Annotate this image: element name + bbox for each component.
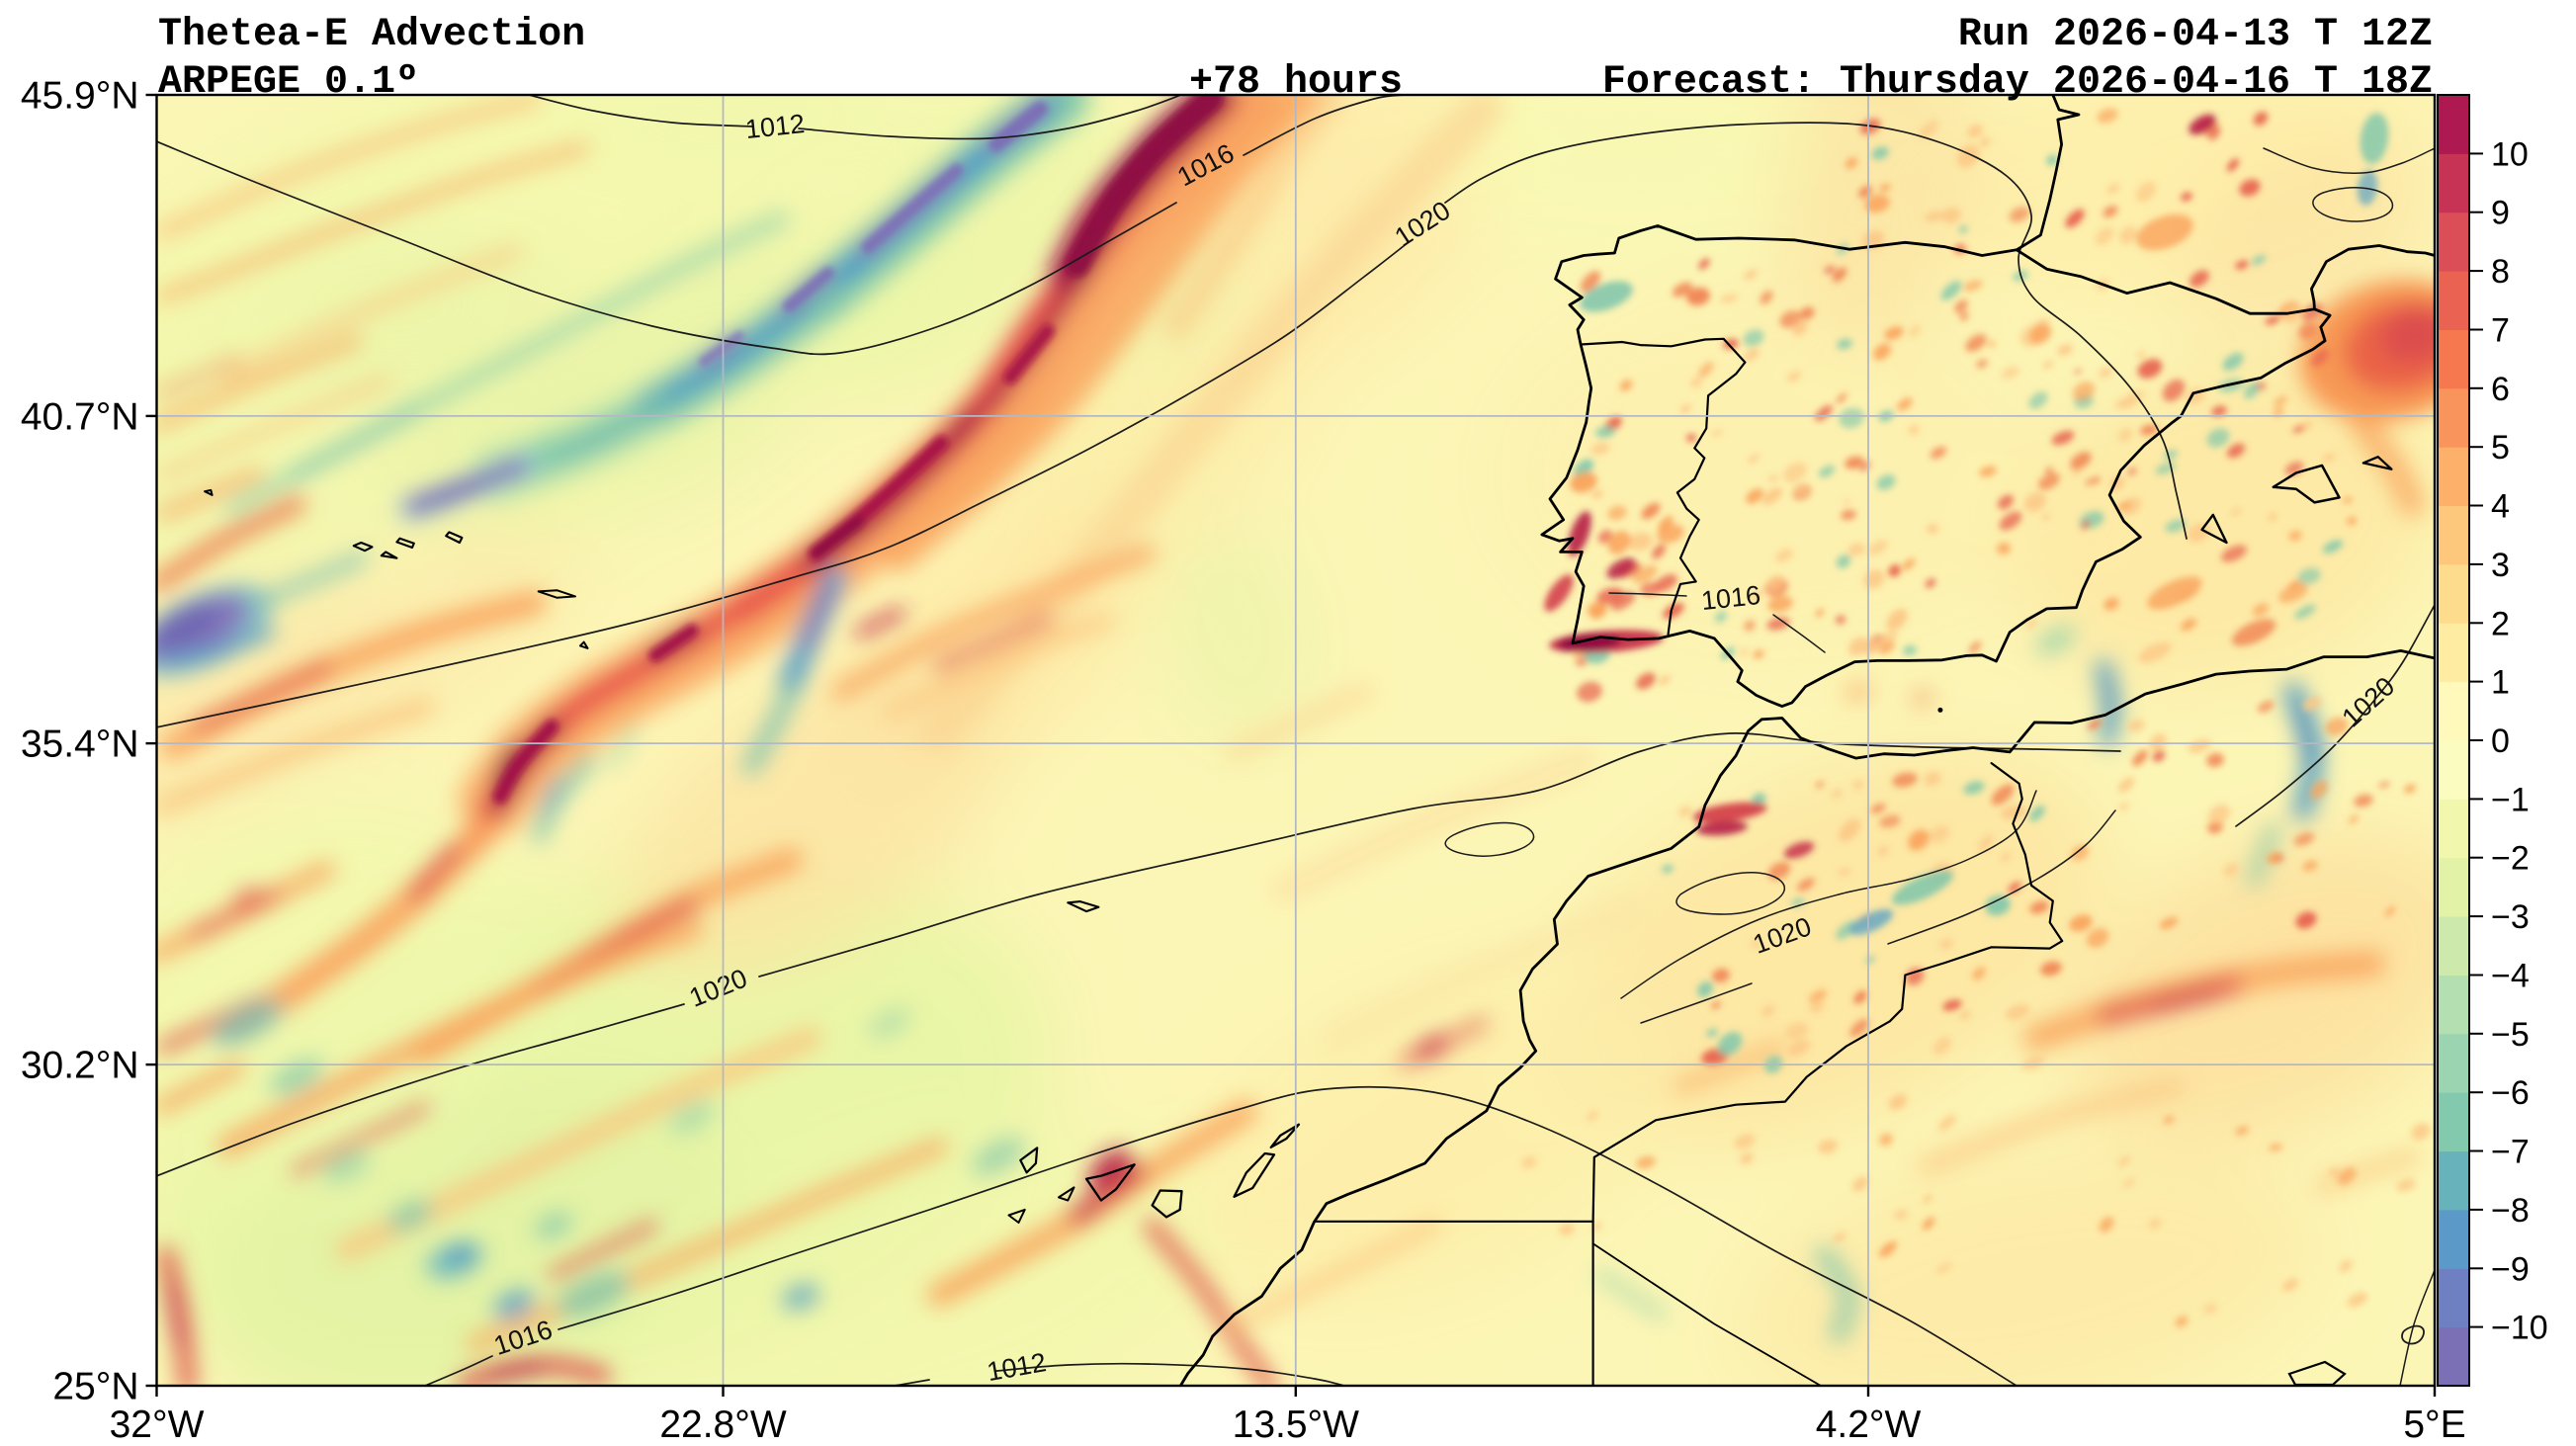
svg-text:+78 hours: +78 hours bbox=[1189, 60, 1403, 105]
svg-text:25°N: 25°N bbox=[52, 1366, 138, 1408]
svg-text:30.2°N: 30.2°N bbox=[21, 1045, 139, 1087]
svg-text:−9: −9 bbox=[2491, 1250, 2530, 1288]
svg-text:4.2°W: 4.2°W bbox=[1816, 1403, 1922, 1446]
svg-text:8: 8 bbox=[2491, 253, 2510, 291]
svg-text:Run 2026-04-13 T 12Z: Run 2026-04-13 T 12Z bbox=[1958, 13, 2433, 57]
svg-text:35.4°N: 35.4°N bbox=[21, 723, 139, 766]
svg-text:−2: −2 bbox=[2491, 840, 2530, 878]
svg-text:6: 6 bbox=[2491, 371, 2510, 408]
svg-text:−5: −5 bbox=[2491, 1016, 2530, 1054]
svg-text:2: 2 bbox=[2491, 605, 2510, 642]
svg-text:4: 4 bbox=[2491, 488, 2510, 526]
svg-text:−1: −1 bbox=[2491, 781, 2530, 818]
svg-text:10: 10 bbox=[2491, 135, 2529, 173]
svg-text:45.9°N: 45.9°N bbox=[21, 75, 139, 118]
svg-text:−7: −7 bbox=[2491, 1134, 2530, 1171]
svg-text:0: 0 bbox=[2491, 723, 2510, 760]
svg-text:9: 9 bbox=[2491, 195, 2510, 232]
svg-text:−10: −10 bbox=[2491, 1310, 2548, 1347]
svg-text:5°E: 5°E bbox=[2403, 1403, 2465, 1446]
svg-text:ARPEGE 0.1º: ARPEGE 0.1º bbox=[158, 60, 419, 105]
svg-text:7: 7 bbox=[2491, 312, 2510, 350]
svg-text:40.7°N: 40.7°N bbox=[21, 395, 139, 438]
svg-text:−4: −4 bbox=[2491, 958, 2530, 995]
svg-text:3: 3 bbox=[2491, 547, 2510, 584]
svg-text:13.5°W: 13.5°W bbox=[1233, 1403, 1360, 1446]
svg-text:5: 5 bbox=[2491, 429, 2510, 467]
svg-text:32°W: 32°W bbox=[110, 1403, 205, 1446]
svg-text:Thetea-E Advection: Thetea-E Advection bbox=[158, 13, 585, 57]
svg-text:22.8°W: 22.8°W bbox=[659, 1403, 787, 1446]
svg-text:1012: 1012 bbox=[744, 109, 807, 144]
svg-text:Forecast: Thursday 2026-04-16: Forecast: Thursday 2026-04-16 T 18Z bbox=[1602, 60, 2433, 105]
svg-text:−8: −8 bbox=[2491, 1192, 2530, 1230]
svg-text:1: 1 bbox=[2491, 664, 2510, 702]
svg-text:1016: 1016 bbox=[1700, 580, 1762, 616]
svg-text:−6: −6 bbox=[2491, 1074, 2530, 1112]
svg-text:−3: −3 bbox=[2491, 898, 2530, 936]
